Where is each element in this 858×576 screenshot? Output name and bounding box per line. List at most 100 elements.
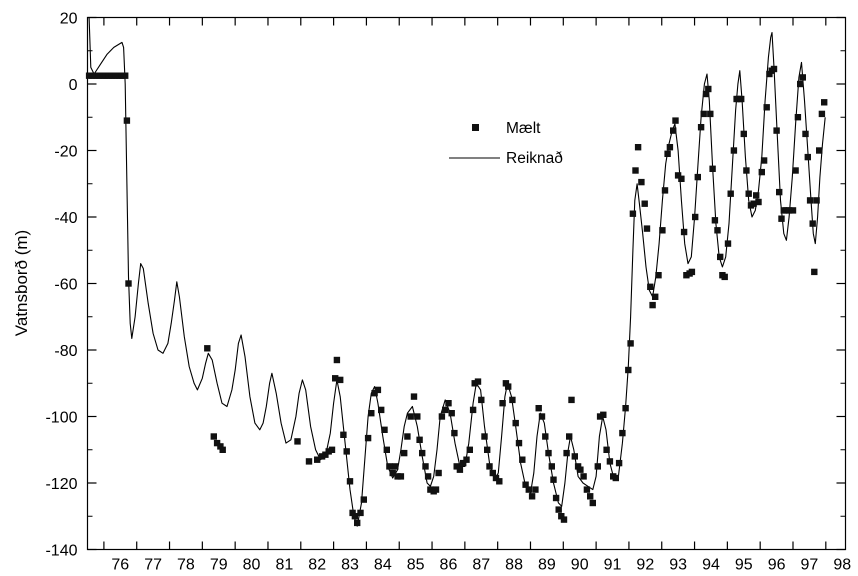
- x-axis: 76 77 78 79 80 81 82 83 84 85 86 87 88 89 90 91 92 93 94 95…: [103, 17, 851, 574]
- x-tick-label: 95: [735, 557, 753, 574]
- maelt-point: [580, 473, 587, 480]
- maelt-point: [340, 431, 347, 438]
- maelt-point: [615, 459, 623, 467]
- maelt-point: [587, 493, 594, 500]
- maelt-point: [709, 165, 716, 172]
- maelt-point: [115, 72, 122, 79]
- maelt-point: [466, 446, 473, 453]
- maelt-point: [414, 413, 421, 420]
- maelt-point: [730, 147, 738, 154]
- maelt-point: [821, 99, 828, 106]
- maelt-point: [95, 72, 103, 79]
- maelt-point: [519, 456, 526, 463]
- maelt-point: [804, 153, 811, 161]
- maelt-point: [354, 519, 361, 527]
- maelt-point: [122, 72, 129, 79]
- maelt-point: [438, 413, 446, 420]
- maelt-point: [294, 438, 301, 445]
- maelt-point: [724, 240, 732, 247]
- maelt-point: [652, 293, 659, 300]
- maelt-point: [123, 117, 131, 124]
- maelt-point: [721, 273, 728, 281]
- maelt-point: [217, 443, 224, 450]
- maelt-point: [766, 70, 773, 78]
- maelt-point: [424, 473, 432, 480]
- maelt-point: [552, 494, 560, 502]
- maelt-point: [629, 210, 637, 217]
- y-tick-label: -100: [45, 410, 77, 427]
- maelt-point: [802, 130, 809, 138]
- maelt-point: [389, 469, 396, 477]
- maelt-point: [351, 513, 359, 520]
- maelt-point: [672, 117, 679, 124]
- x-tick-label: 92: [636, 557, 654, 574]
- maelt-point: [484, 446, 491, 453]
- maelt-point: [809, 220, 816, 227]
- maelt-point: [813, 197, 820, 204]
- maelt-point: [515, 439, 523, 447]
- series-maelt: [85, 65, 828, 527]
- maelt-point: [740, 130, 747, 138]
- maelt-point: [758, 168, 765, 176]
- maelt-point: [492, 474, 500, 482]
- maelt-point: [333, 356, 341, 364]
- maelt-point: [394, 473, 401, 480]
- maelt-point: [532, 486, 539, 493]
- maelt-point: [714, 227, 721, 234]
- maelt-point: [204, 345, 211, 352]
- maelt-point: [381, 426, 388, 433]
- maelt-point: [711, 217, 719, 224]
- maelt-point: [625, 366, 632, 374]
- maelt-point: [442, 406, 449, 414]
- x-tick-label: 96: [768, 557, 786, 574]
- maelt-point: [463, 456, 470, 463]
- maelt-point: [664, 150, 671, 157]
- maelt-point: [743, 167, 750, 174]
- maelt-point: [445, 400, 452, 407]
- maelt-point: [641, 200, 648, 207]
- legend-label-reiknad: Reiknað: [506, 150, 563, 167]
- y-tick-label: -40: [54, 210, 77, 227]
- maelt-point: [594, 463, 601, 470]
- series-reiknad: [88, 17, 826, 527]
- maelt-point: [674, 172, 682, 179]
- maelt-point: [460, 459, 467, 467]
- maelt-point: [471, 380, 478, 387]
- maelt-point: [401, 449, 408, 457]
- maelt-point: [794, 114, 802, 121]
- maelt-point: [577, 466, 584, 473]
- maelt-point: [332, 375, 339, 382]
- y-tick-label: -140: [45, 543, 77, 560]
- maelt-point: [583, 486, 591, 493]
- maelt-point: [318, 453, 326, 460]
- maelt-point: [416, 436, 423, 443]
- maelt-point: [785, 207, 793, 214]
- maelt-point: [448, 410, 455, 417]
- maelt-point: [89, 72, 96, 79]
- plot-frame: [86, 16, 847, 551]
- maelt-point: [763, 104, 770, 111]
- maelt-point: [371, 390, 378, 397]
- maelt-point: [550, 476, 557, 483]
- x-tick-label: 86: [440, 557, 458, 574]
- x-tick-label: 76: [111, 557, 129, 574]
- maelt-point: [760, 157, 768, 164]
- maelt-point: [688, 268, 696, 276]
- x-tick-label: 83: [341, 557, 359, 574]
- maelt-point: [322, 451, 329, 458]
- maelt-point: [112, 72, 119, 79]
- maelt-point: [603, 446, 610, 453]
- maelt-point: [655, 272, 662, 279]
- maelt-point: [702, 90, 710, 98]
- x-tick-label: 87: [472, 557, 490, 574]
- x-tick-label: 89: [538, 557, 556, 574]
- legend: Mælt Reiknað: [449, 120, 563, 167]
- y-tick-label: -20: [54, 144, 77, 161]
- maelt-point: [643, 225, 651, 232]
- maelt-point: [792, 167, 799, 174]
- maelt-point: [789, 207, 797, 214]
- x-tick-label: 77: [144, 557, 162, 574]
- maelt-point: [108, 72, 116, 79]
- x-tick-label: 78: [177, 557, 195, 574]
